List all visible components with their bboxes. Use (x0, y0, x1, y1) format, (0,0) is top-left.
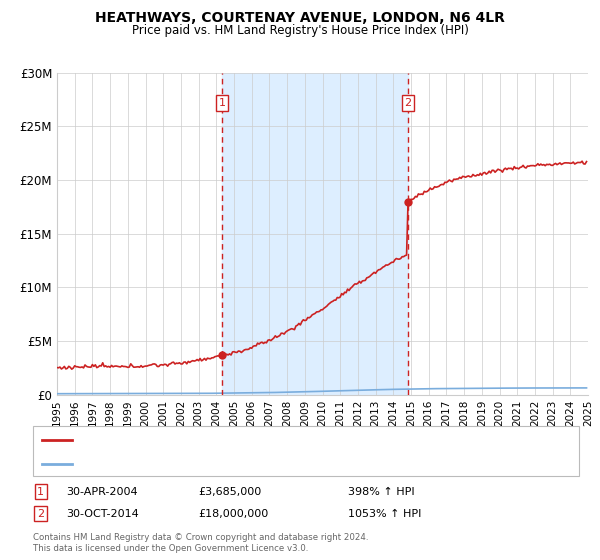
Text: HEATHWAYS, COURTENAY AVENUE, LONDON, N6 4LR (detached house): HEATHWAYS, COURTENAY AVENUE, LONDON, N6 … (78, 435, 446, 445)
Text: This data is licensed under the Open Government Licence v3.0.: This data is licensed under the Open Gov… (33, 544, 308, 553)
Text: 30-OCT-2014: 30-OCT-2014 (66, 508, 139, 519)
Text: 2: 2 (404, 98, 412, 108)
Text: £18,000,000: £18,000,000 (198, 508, 268, 519)
Text: HEATHWAYS, COURTENAY AVENUE, LONDON, N6 4LR: HEATHWAYS, COURTENAY AVENUE, LONDON, N6 … (95, 11, 505, 25)
Text: Contains HM Land Registry data © Crown copyright and database right 2024.: Contains HM Land Registry data © Crown c… (33, 533, 368, 542)
Text: 398% ↑ HPI: 398% ↑ HPI (348, 487, 415, 497)
Text: 1: 1 (37, 487, 44, 497)
Text: 1053% ↑ HPI: 1053% ↑ HPI (348, 508, 421, 519)
Text: 30-APR-2004: 30-APR-2004 (66, 487, 137, 497)
Text: 2: 2 (37, 508, 44, 519)
Bar (222, 73, 408, 395)
Text: £3,685,000: £3,685,000 (198, 487, 261, 497)
Text: 1: 1 (218, 98, 226, 108)
Text: HPI: Average price, detached house, Haringey: HPI: Average price, detached house, Hari… (78, 459, 318, 469)
Text: Price paid vs. HM Land Registry's House Price Index (HPI): Price paid vs. HM Land Registry's House … (131, 24, 469, 37)
